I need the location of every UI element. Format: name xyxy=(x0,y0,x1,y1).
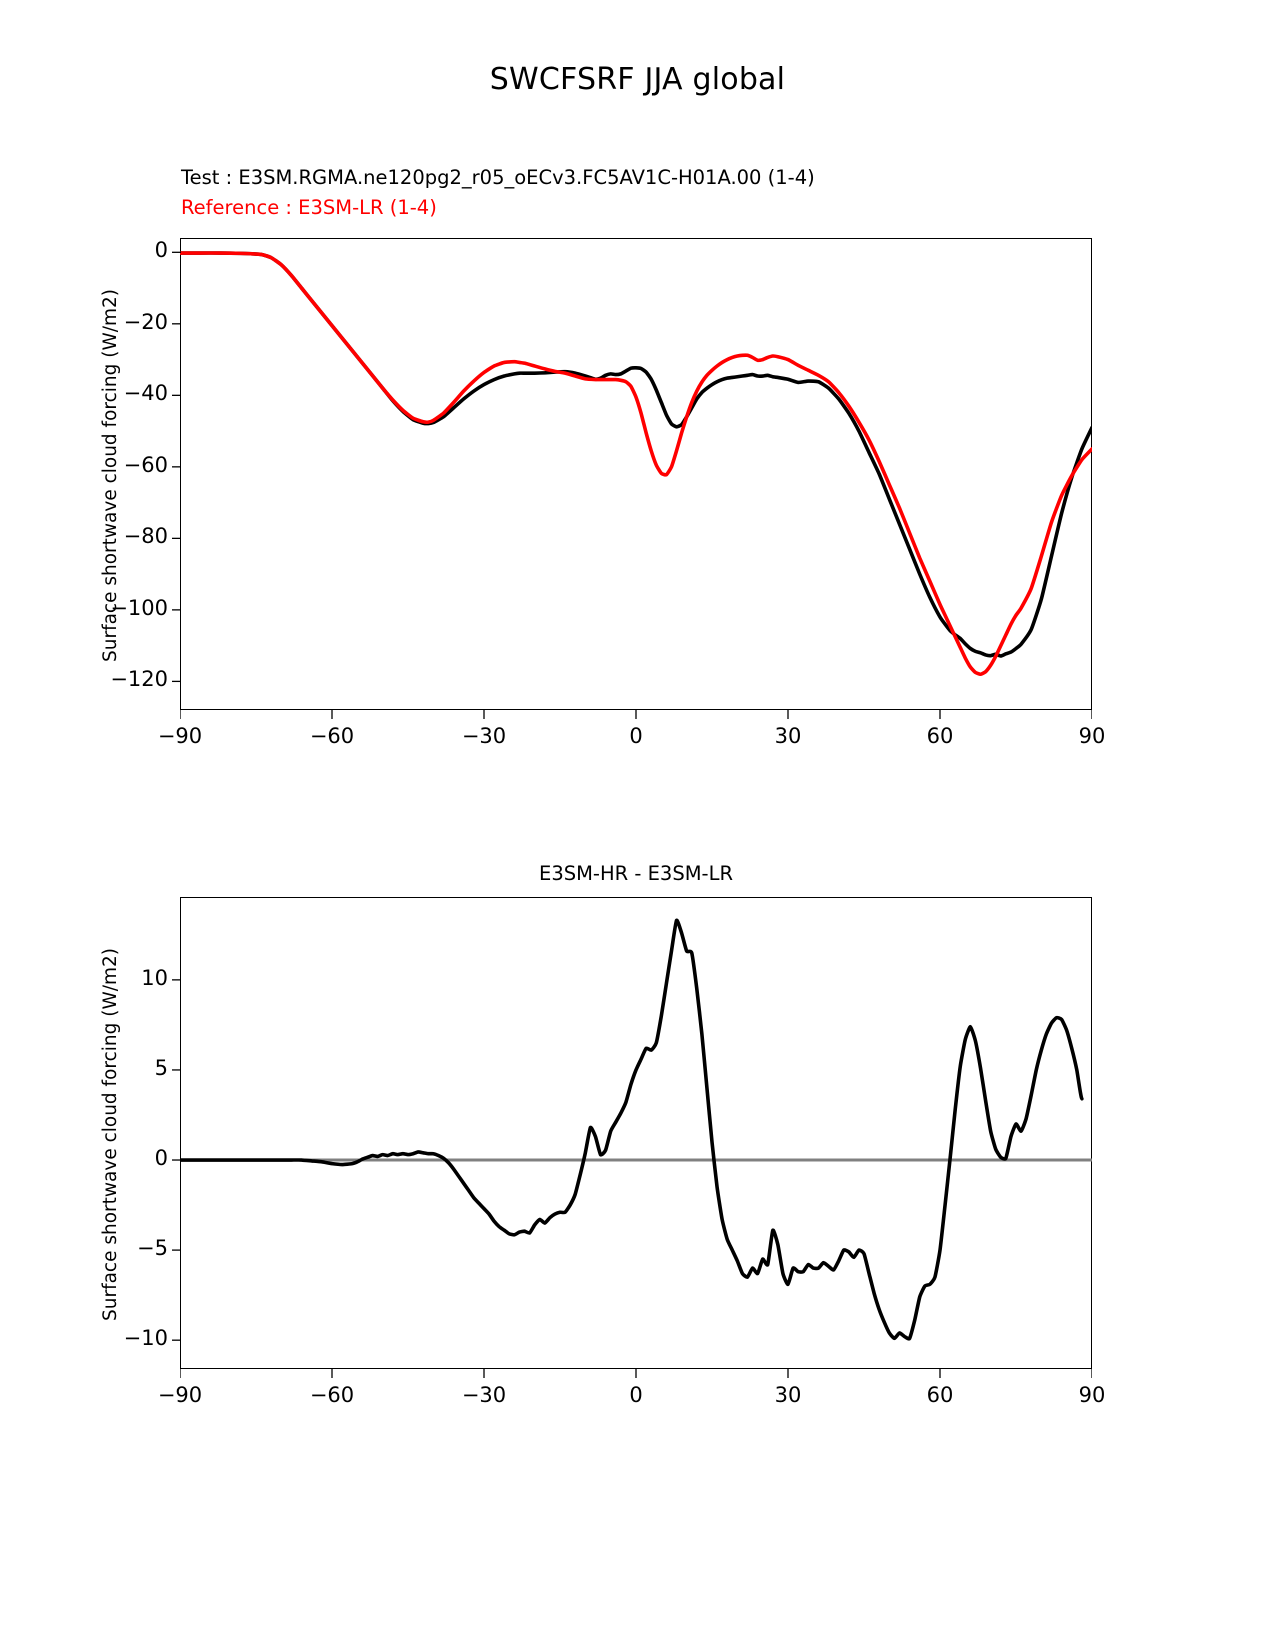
xtick-label: 60 xyxy=(880,1383,1000,1407)
ytick-label: −60 xyxy=(50,453,168,477)
figure-title: SWCFSRF JJA global xyxy=(0,62,1275,97)
xtick-label: −90 xyxy=(120,724,240,748)
xtick-label: −60 xyxy=(272,724,392,748)
ytick-label: −120 xyxy=(50,667,168,691)
legend-test-line: Test : E3SM.RGMA.ne120pg2_r05_oECv3.FC5A… xyxy=(181,163,815,193)
ytick-label: −80 xyxy=(50,524,168,548)
xtick-label: −30 xyxy=(424,724,544,748)
xtick-label: 0 xyxy=(576,724,696,748)
ytick-label: 0 xyxy=(50,238,168,262)
legend-text-block: Test : E3SM.RGMA.ne120pg2_r05_oECv3.FC5A… xyxy=(181,163,815,223)
ytick-label: −5 xyxy=(50,1236,168,1260)
xtick-label: −60 xyxy=(272,1383,392,1407)
top-panel-yticks xyxy=(172,238,181,710)
ytick-label: −20 xyxy=(50,310,168,334)
ytick-label: −10 xyxy=(50,1326,168,1350)
xtick-label: 0 xyxy=(576,1383,696,1407)
ytick-label: 0 xyxy=(50,1146,168,1170)
xtick-label: −30 xyxy=(424,1383,544,1407)
ytick-label: −40 xyxy=(50,381,168,405)
bottom-panel-title: E3SM-HR - E3SM-LR xyxy=(180,862,1092,885)
ytick-label: 10 xyxy=(50,966,168,990)
bottom-panel-plot xyxy=(180,897,1092,1369)
xtick-label: 60 xyxy=(880,724,1000,748)
xtick-label: 90 xyxy=(1032,1383,1152,1407)
xtick-label: 30 xyxy=(728,724,848,748)
figure-canvas: SWCFSRF JJA global Test : E3SM.RGMA.ne12… xyxy=(0,0,1275,1650)
ytick-label: −100 xyxy=(50,596,168,620)
bottom-panel-ylabel: Surface shortwave cloud forcing (W/m2) xyxy=(100,948,121,1321)
xtick-label: 90 xyxy=(1032,724,1152,748)
top-panel-xticks xyxy=(180,710,1092,719)
xtick-label: 30 xyxy=(728,1383,848,1407)
bottom-panel-yticks xyxy=(172,897,181,1369)
bottom-panel-xticks xyxy=(180,1369,1092,1378)
ytick-label: 5 xyxy=(50,1056,168,1080)
top-panel-plot xyxy=(180,238,1092,710)
legend-reference-line: Reference : E3SM-LR (1-4) xyxy=(181,193,815,223)
xtick-label: −90 xyxy=(120,1383,240,1407)
